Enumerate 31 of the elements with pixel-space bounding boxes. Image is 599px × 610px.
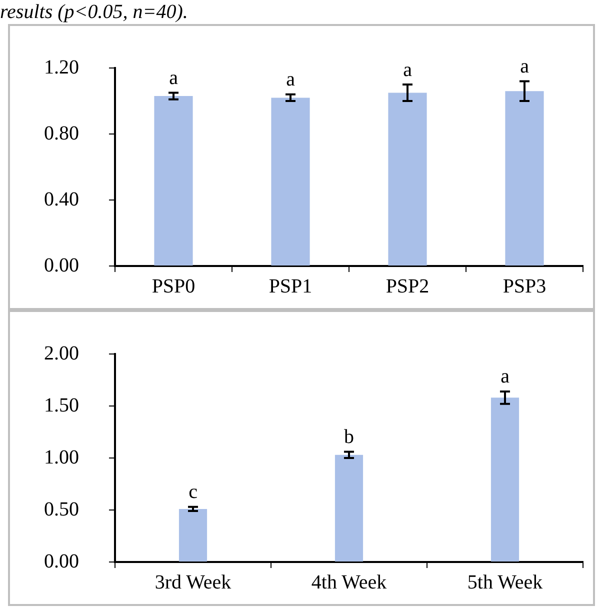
x-tick-label: 5th Week [467, 571, 543, 594]
x-tick-label: 3rd Week [154, 571, 232, 594]
y-tick-label: 0.00 [44, 254, 79, 276]
x-tick-label: 4th Week [311, 571, 387, 594]
annotation: a [520, 55, 530, 78]
y-tick-label: 0.50 [44, 498, 79, 520]
text: results (p<0.05, n=40). [0, 0, 189, 24]
x-tick-label: PSP1 [268, 275, 312, 298]
bar [178, 508, 208, 562]
x-tick-label: PSP3 [502, 275, 546, 298]
bar [334, 454, 364, 562]
annotation: b [344, 426, 354, 448]
y-tick-label: 0.40 [44, 188, 79, 210]
annotation: c [188, 481, 198, 504]
bar [490, 398, 520, 562]
y-tick-label: 0.00 [44, 550, 79, 572]
y-tick-label: 1.20 [44, 56, 79, 78]
x-tick-label: PSP2 [386, 275, 430, 298]
y-tick-label: 1.50 [44, 394, 79, 416]
bar [388, 92, 427, 266]
annotation: a [169, 67, 178, 89]
y-tick-label: 1.00 [44, 446, 79, 468]
x-tick-label: PSP0 [152, 275, 196, 298]
y-tick-label: 0.80 [44, 122, 79, 144]
annotation: a [500, 366, 510, 388]
bar [271, 98, 310, 266]
y-tick-label: 2.00 [44, 342, 79, 364]
bar [154, 96, 193, 266]
annotation: a [286, 68, 296, 91]
annotation: a [403, 58, 412, 81]
bar [505, 91, 544, 266]
